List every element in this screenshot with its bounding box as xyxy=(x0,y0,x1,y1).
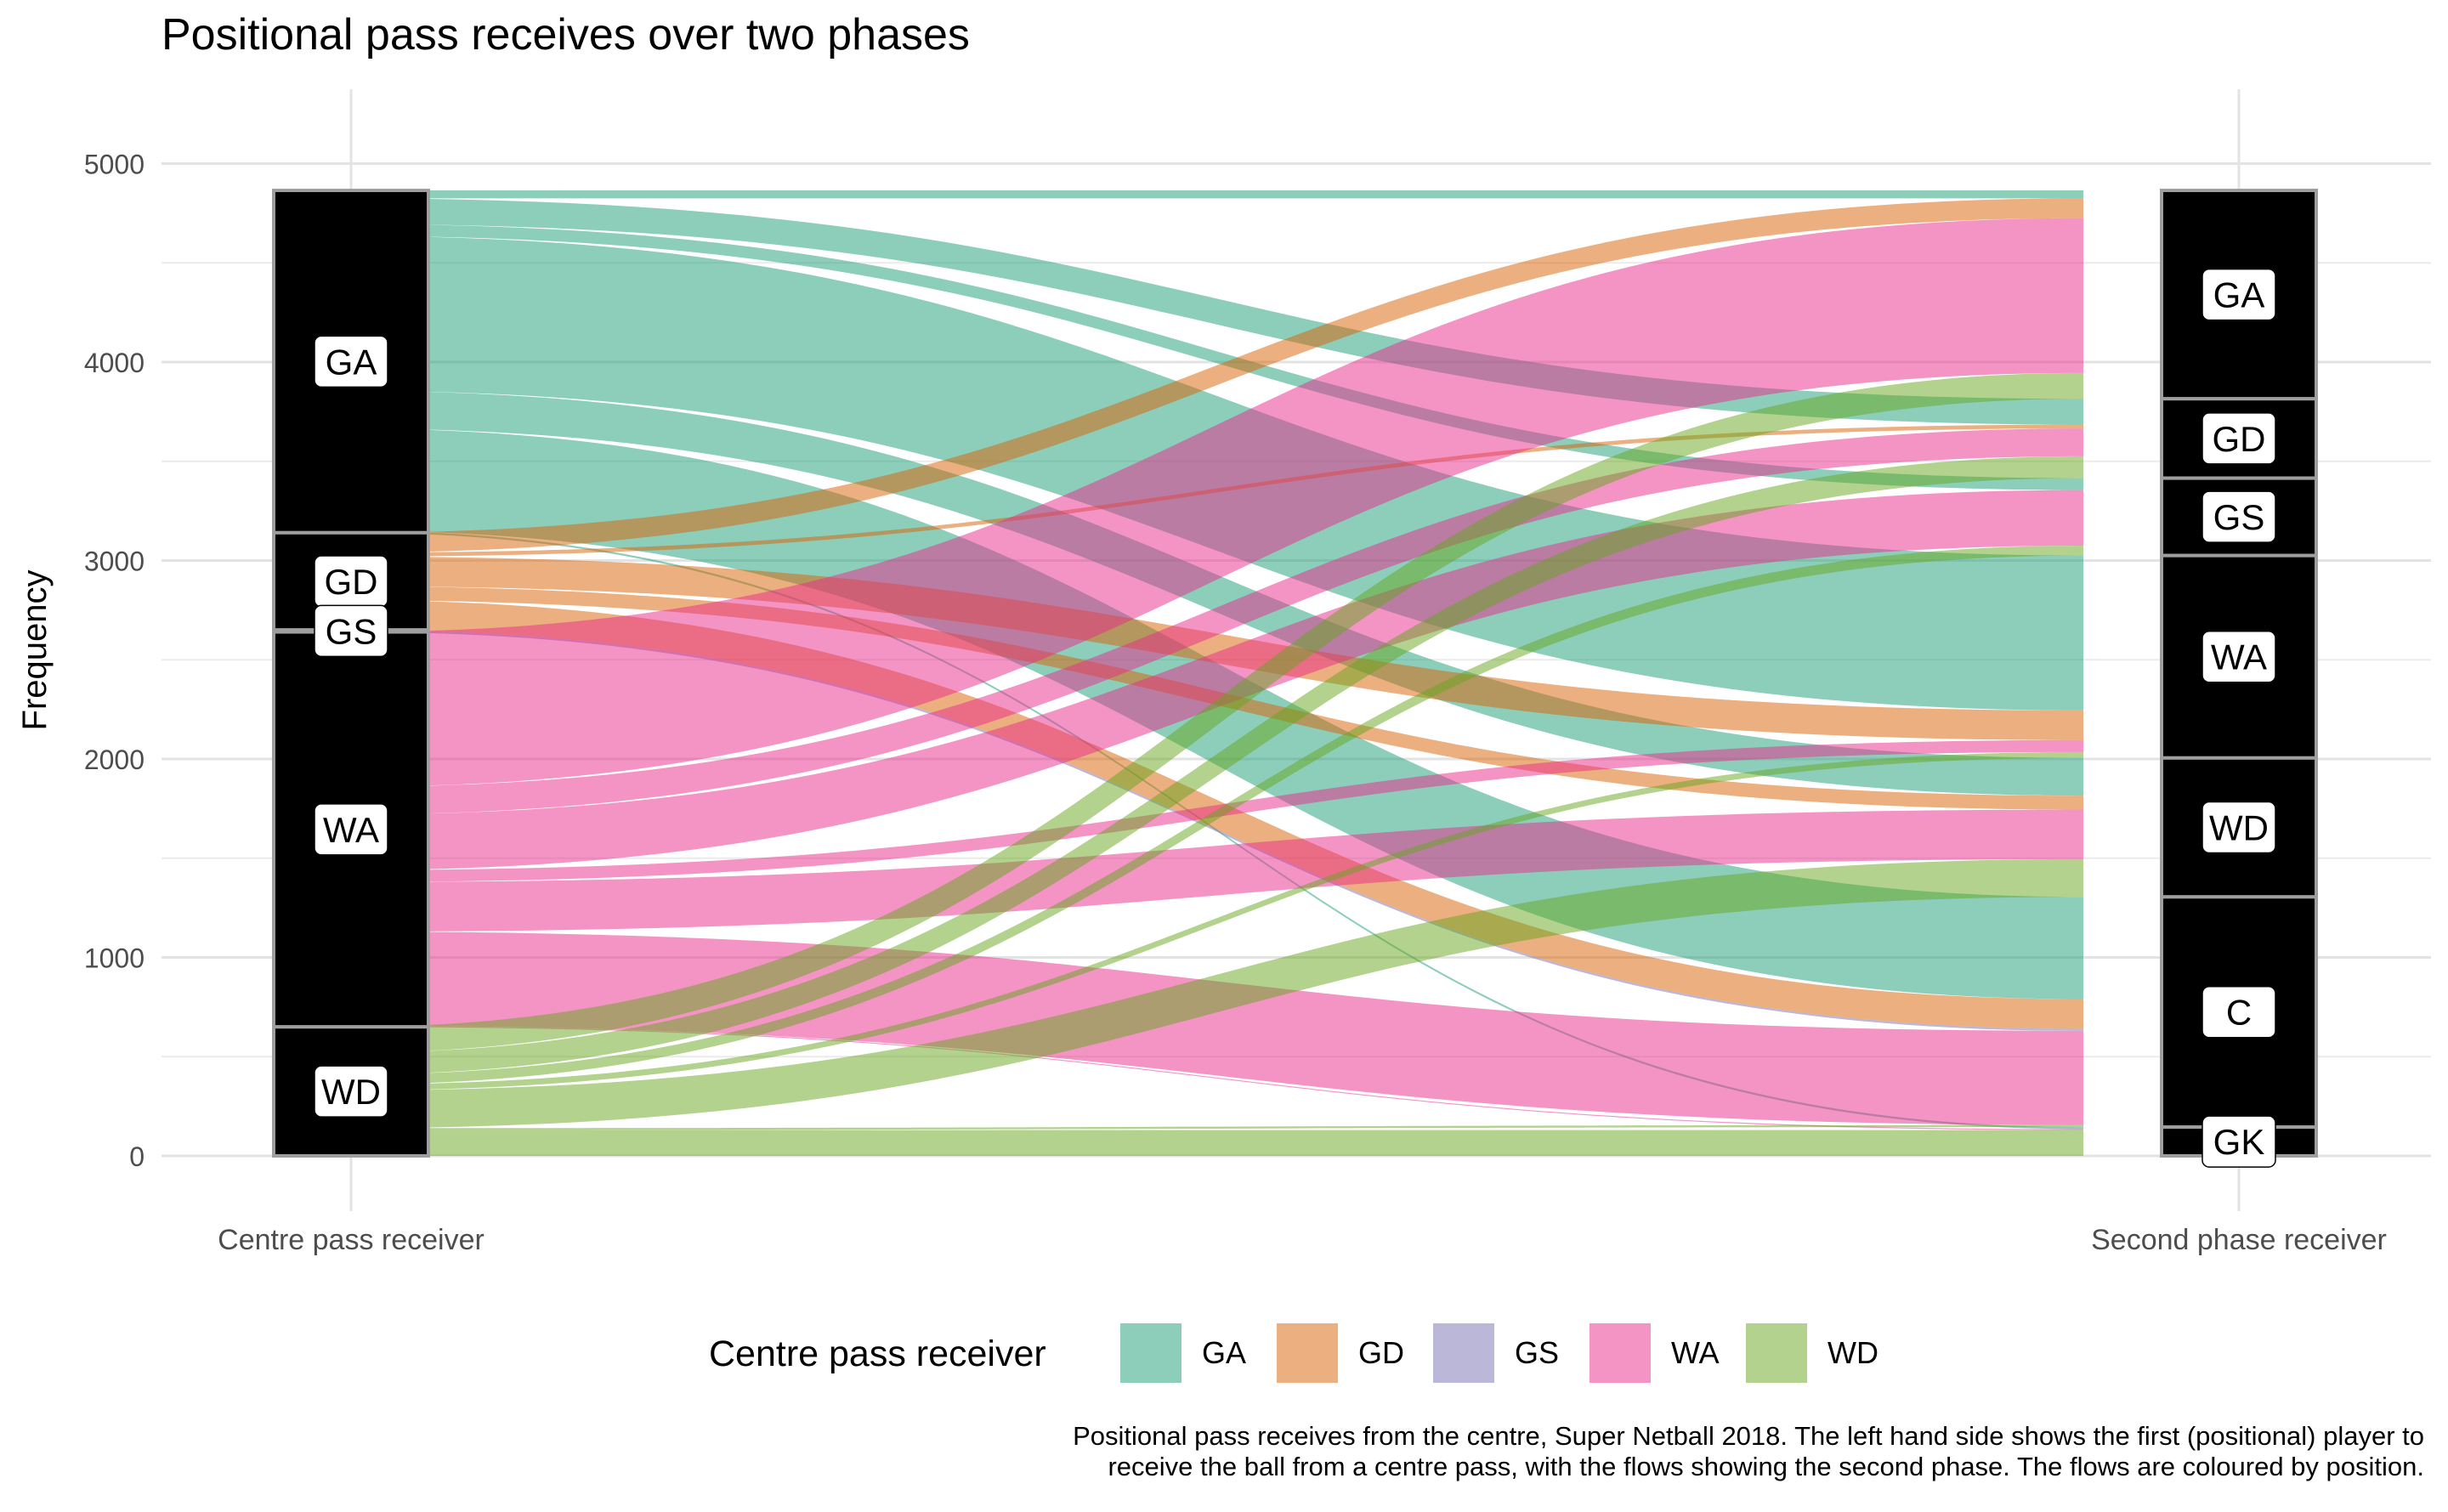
stratum-label-box xyxy=(2202,1115,2276,1168)
stratum-left-wd xyxy=(272,1025,430,1158)
stratum-label-box xyxy=(2202,801,2276,854)
axes: Frequency Centre pass receiver Second ph… xyxy=(16,570,2387,1256)
legend-swatch-gd xyxy=(1277,1323,1338,1383)
y-axis-label: Frequency xyxy=(16,570,54,731)
flow-wd-to-wd xyxy=(349,858,2083,1129)
stratum-label-right-c: C xyxy=(2226,993,2252,1033)
stratum-label-box xyxy=(314,335,388,388)
stratum-label-left-gd: GD xyxy=(325,562,378,602)
caption-line-1: Positional pass receives from the centre… xyxy=(1073,1421,2424,1451)
stratum-label-right-ga: GA xyxy=(2213,275,2265,315)
stratum-label-box xyxy=(2202,985,2276,1039)
x-axis-label-left: Centre pass receiver xyxy=(218,1224,484,1256)
legend-swatch-gs xyxy=(1433,1323,1494,1383)
stratum-label-right-gd: GD xyxy=(2213,419,2266,459)
stratum-label-box xyxy=(314,604,388,658)
legend-title: Centre pass receiver xyxy=(709,1334,1046,1374)
flow-wd-to-c xyxy=(349,1124,2083,1130)
flows xyxy=(349,190,2083,1156)
stratum-label-right-wd: WD xyxy=(2209,808,2269,848)
chart-title: Positional pass receives over two phases xyxy=(162,10,970,59)
stratum-label-box xyxy=(2202,412,2276,465)
flow-wd-to-gk xyxy=(349,1130,2083,1156)
strata: GA GD GS WA WD GA GD GS WA WD C GK xyxy=(272,189,2318,1168)
flow-wa-to-wd xyxy=(349,809,2083,932)
legend-swatch-ga xyxy=(1120,1323,1182,1383)
y-tick-label: 2000 xyxy=(84,745,144,775)
flow-wa-to-gd xyxy=(349,428,2083,815)
flow-ga-to-gd xyxy=(349,198,2083,425)
stratum-label-box xyxy=(314,803,388,856)
flow-ga-to-ga xyxy=(349,190,2083,199)
legend-label-ga: GA xyxy=(1202,1335,1246,1370)
flow-wa-to-gk xyxy=(349,1026,2083,1130)
legend-label-wd: WD xyxy=(1828,1335,1878,1370)
stratum-label-right-gs: GS xyxy=(2213,497,2265,537)
stratum-label-box xyxy=(2202,268,2276,321)
flow-wd-to-ga xyxy=(349,372,2083,1053)
stratum-label-left-wa: WA xyxy=(323,810,379,850)
stratum-label-right-wa: WA xyxy=(2211,637,2267,677)
x-axis-label-right: Second phase receiver xyxy=(2091,1224,2387,1256)
stratum-label-left-gs: GS xyxy=(326,611,377,651)
stratum-label-right-gk: GK xyxy=(2213,1122,2265,1162)
stratum-label-box xyxy=(314,1065,388,1118)
caption-line-2: receive the ball from a centre pass, wit… xyxy=(1108,1452,2424,1481)
legend-label-gd: GD xyxy=(1358,1335,1404,1370)
legend-label-wa: WA xyxy=(1671,1335,1720,1370)
y-tick-label: 3000 xyxy=(84,546,144,577)
flow-wd-to-gs xyxy=(349,545,2083,1084)
legend: Centre pass receiver GA GD GS WA WD xyxy=(709,1323,1878,1383)
y-tick-label: 5000 xyxy=(84,150,144,180)
flow-wa-to-ga xyxy=(349,218,2083,787)
stratum-label-left-ga: GA xyxy=(326,342,377,382)
y-tick-label: 1000 xyxy=(84,943,144,974)
legend-label-gs: GS xyxy=(1515,1335,1559,1370)
y-tick-label: 0 xyxy=(129,1141,144,1172)
legend-swatch-wa xyxy=(1590,1323,1651,1383)
stratum-label-box xyxy=(2202,630,2276,683)
legend-swatch-wd xyxy=(1746,1323,1807,1383)
flow-gd-to-ga xyxy=(349,198,2083,553)
flow-wa-to-gs xyxy=(349,490,2083,870)
flow-ga-to-wd xyxy=(349,390,2083,796)
stratum-label-box xyxy=(2202,490,2276,543)
flow-wd-to-gd xyxy=(349,456,2083,1075)
stratum-label-left-wd: WD xyxy=(321,1072,381,1112)
y-tick-label: 4000 xyxy=(84,348,144,378)
flow-gs-to-c xyxy=(349,630,2083,1031)
flow-ga-to-gs xyxy=(349,224,2083,490)
flow-wd-to-wa xyxy=(349,751,2083,1090)
